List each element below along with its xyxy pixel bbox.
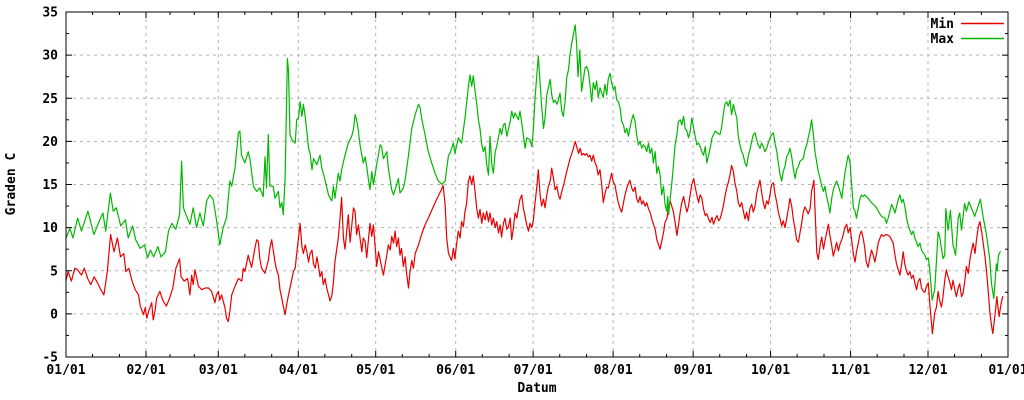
x-tick-label: 02/01: [126, 363, 165, 378]
series-layer: [65, 24, 1004, 335]
y-tick-label: 5: [50, 264, 58, 279]
x-tick-label: 01/01: [988, 363, 1024, 378]
grid-layer: [66, 12, 1008, 357]
x-tick-label: 10/01: [751, 363, 790, 378]
y-tick-label: 25: [42, 92, 58, 107]
x-tick-label: 12/01: [908, 363, 947, 378]
y-tick-label: 30: [42, 49, 58, 64]
y-tick-label: 10: [42, 221, 58, 236]
x-tick-label: 07/01: [514, 363, 553, 378]
legend: Min Max: [931, 17, 1004, 47]
x-axis-title: Datum: [517, 381, 556, 396]
max-series-line: [65, 24, 1001, 301]
plot-border: [65, 11, 1009, 358]
x-tick-label: 03/01: [199, 363, 238, 378]
y-tick-label: 20: [42, 135, 58, 150]
x-tick-label: 06/01: [436, 363, 475, 378]
legend-label-min: Min: [931, 17, 954, 32]
legend-label-max: Max: [931, 32, 955, 47]
x-tick-label: 05/01: [356, 363, 395, 378]
y-tick-label: 0: [50, 307, 58, 322]
y-tick-label: 35: [42, 6, 58, 21]
x-tick-label: 11/01: [831, 363, 870, 378]
min-series-line: [65, 140, 1004, 335]
y-tick-label: -5: [42, 351, 58, 366]
axis-label-layer: -5 0 5 10 15 20 25 30 35 01/01 02/01 03/01 04/01 05/0…: [42, 6, 1024, 379]
y-tick-label: 15: [42, 178, 58, 193]
x-tick-label: 01/01: [46, 363, 85, 378]
x-tick-label: 08/01: [594, 363, 633, 378]
x-tick-label: 04/01: [279, 363, 318, 378]
x-tick-label: 09/01: [674, 363, 713, 378]
y-axis-title: Graden C: [4, 153, 19, 216]
